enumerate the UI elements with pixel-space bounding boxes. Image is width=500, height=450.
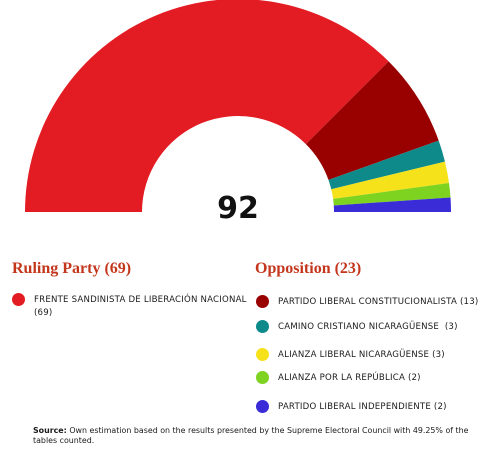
chart-slices: [25, 0, 451, 212]
legend-swatch-pli: [256, 400, 269, 413]
legend-label-fsln-line2: (69): [34, 308, 53, 318]
legend-item-aln: ALIANZA LIBERAL NICARAGÜENSE (3): [256, 348, 445, 362]
slice-frente-sandinista-de-liberacion-nacional: [25, 0, 389, 212]
legend-label-apre: ALIANZA POR LA REPÚBLICA (2): [278, 373, 421, 383]
slice-camino-cristiano-nicaraguense: [328, 140, 445, 190]
legend-swatch-fsln: [12, 293, 25, 306]
legend-swatch-plc: [256, 295, 269, 308]
opposition-title: Opposition (23): [255, 260, 362, 277]
source-note: Source: Own estimation based on the resu…: [33, 426, 473, 446]
total-seats-label: 92: [217, 191, 259, 226]
legend-item-ccn: CAMINO CRISTIANO NICARAGÜENSE (3): [256, 320, 458, 334]
slice-partido-liberal-independiente: [333, 197, 451, 212]
legend-item-fsln: FRENTE SANDINISTA DE LIBERACIÓN NACIONAL…: [12, 293, 247, 320]
source-text: Own estimation based on the results pres…: [33, 426, 469, 445]
legend-label-plc: PARTIDO LIBERAL CONSTITUCIONALISTA (13): [278, 297, 479, 307]
legend-swatch-ccn: [256, 320, 269, 333]
legend-label-fsln: FRENTE SANDINISTA DE LIBERACIÓN NACIONAL…: [34, 294, 247, 320]
source-label: Source:: [33, 426, 67, 435]
legend-label-aln: ALIANZA LIBERAL NICARAGÜENSE (3): [278, 350, 445, 360]
legend-label-pli: PARTIDO LIBERAL INDEPENDIENTE (2): [278, 402, 447, 412]
slice-alianza-por-la-republica: [333, 182, 451, 206]
ruling-party-title: Ruling Party (69): [12, 260, 132, 277]
legend-label-fsln-line1: FRENTE SANDINISTA DE LIBERACIÓN NACIONAL: [34, 295, 247, 305]
legend-item-apre: ALIANZA POR LA REPÚBLICA (2): [256, 371, 421, 385]
legend-item-pli: PARTIDO LIBERAL INDEPENDIENTE (2): [256, 400, 447, 414]
legend-swatch-aln: [256, 348, 269, 361]
legend-item-plc: PARTIDO LIBERAL CONSTITUCIONALISTA (13): [256, 295, 479, 309]
parliament-donut-chart: 92: [25, 0, 451, 226]
legend-swatch-apre: [256, 371, 269, 384]
slice-alianza-liberal-nicaraguense: [331, 161, 450, 199]
slice-partido-liberal-constitucionalista: [305, 61, 439, 180]
legend-label-ccn: CAMINO CRISTIANO NICARAGÜENSE (3): [278, 322, 458, 332]
